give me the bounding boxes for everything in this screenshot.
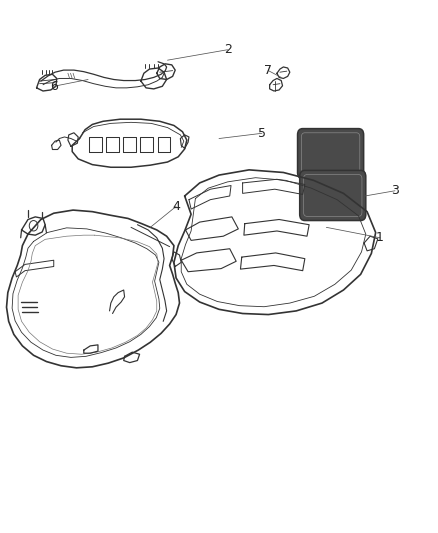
Text: 1: 1 [376, 231, 384, 244]
Text: 7: 7 [265, 64, 272, 77]
Text: 5: 5 [258, 127, 266, 140]
FancyBboxPatch shape [297, 128, 364, 179]
FancyBboxPatch shape [300, 171, 366, 221]
Text: 2: 2 [224, 43, 232, 56]
Text: 4: 4 [172, 200, 180, 213]
Text: 6: 6 [50, 80, 58, 93]
Text: 3: 3 [391, 184, 399, 197]
